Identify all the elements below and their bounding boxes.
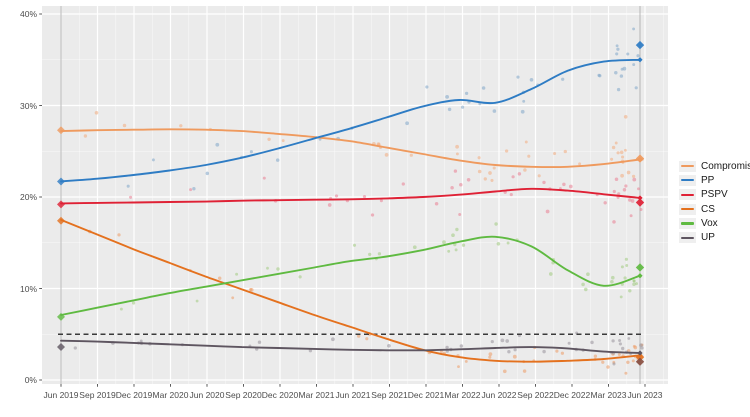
legend-entry-pspv: PSPV: [679, 189, 750, 201]
y-tick-label-40: 40%: [19, 9, 37, 19]
legend-line-icon: [681, 179, 694, 182]
legend-entry-pp: PP: [679, 174, 750, 186]
legend-label: Vox: [701, 218, 718, 230]
legend-swatch-cs: [679, 203, 696, 215]
result-2019-marker-vox: [57, 312, 65, 321]
result-2019-marker-pspv: [57, 200, 65, 209]
result-2023-marker-pspv: [635, 198, 645, 207]
trend-line-pspv: [60, 187, 641, 205]
legend-entry-compromis: Compromis: [679, 160, 750, 172]
legend-label: UP: [701, 232, 715, 244]
line-end-marker-up: [637, 350, 643, 356]
line-end-marker-pp: [637, 57, 643, 63]
x-tick-label-16: Jun 2023: [627, 390, 663, 400]
x-tick-label-4: Jun 2020: [189, 390, 225, 400]
axis-ticks: [39, 13, 646, 387]
result-2019-marker-cs: [57, 216, 65, 225]
y-tick-label-30: 30%: [19, 100, 37, 111]
line-end-marker-vox: [637, 273, 643, 279]
x-tick-label-13: Sep 2022: [517, 390, 554, 400]
gridlines: [42, 6, 668, 384]
trend-line-cs: [60, 218, 641, 363]
x-tick-label-3: Mar 2020: [152, 390, 189, 400]
legend-line-icon: [681, 208, 694, 211]
legend-label: Compromis: [701, 160, 750, 172]
result-2019-marker-compromis: [57, 126, 65, 135]
legend-swatch-pp: [679, 174, 696, 186]
x-tick-label-12: Jun 2022: [481, 390, 517, 400]
line-end-marker-pspv: [637, 195, 643, 201]
result-2023-marker-vox: [635, 263, 645, 272]
legend-line-icon: [681, 222, 694, 225]
trend-line-pp: [60, 58, 641, 183]
legend-swatch-pspv: [679, 189, 696, 201]
legend-label: CS: [701, 203, 715, 215]
x-tick-label-5: Sep 2020: [225, 390, 262, 400]
legend: Compromis PP PSPV CS Vox UP: [679, 160, 750, 246]
x-tick-label-9: Sep 2021: [371, 390, 408, 400]
y-tick-label-20: 20%: [19, 192, 37, 202]
trend-line-compromis: [60, 128, 641, 169]
result-2023-marker-compromis: [635, 154, 645, 163]
x-tick-label-0: Jun 2019: [43, 390, 79, 400]
legend-swatch-up: [679, 232, 696, 244]
result-2019-marker-up: [57, 343, 65, 352]
y-tick-label-10: 10%: [19, 283, 37, 294]
legend-line-icon: [681, 193, 694, 196]
poll-dots-compromis: [83, 110, 644, 182]
trend-line-vox: [60, 235, 641, 316]
x-tick-label-14: Dec 2022: [553, 390, 591, 400]
legend-line-icon: [681, 236, 694, 240]
legend-line-icon: [681, 164, 694, 168]
legend-swatch-vox: [679, 218, 696, 230]
legend-entry-vox: Vox: [679, 218, 750, 230]
x-tick-label-7: Mar 2021: [298, 390, 335, 400]
legend-swatch-compromis: [679, 160, 696, 172]
legend-entry-up: UP: [679, 232, 750, 244]
x-tick-label-10: Dec 2021: [407, 390, 445, 400]
legend-entry-cs: CS: [679, 203, 750, 215]
x-tick-label-2: Dec 2019: [115, 390, 153, 400]
x-tick-label-15: Mar 2023: [590, 390, 627, 400]
x-tick-label-1: Sep 2019: [79, 390, 116, 400]
legend-label: PSPV: [701, 189, 728, 201]
x-tick-label-11: Mar 2022: [444, 390, 481, 400]
trend-line-up: [60, 339, 641, 354]
y-tick-label-0: 0%: [24, 375, 37, 385]
x-tick-label-8: Jun 2021: [335, 390, 371, 400]
x-tick-label-6: Dec 2020: [261, 390, 299, 400]
result-2023-marker-pp: [635, 40, 645, 50]
legend-label: PP: [701, 174, 715, 186]
result-2019-marker-pp: [57, 177, 65, 186]
plot-panel: [42, 6, 668, 384]
result-2023-marker-cs: [635, 352, 645, 362]
result-2023-marker-up: [635, 357, 645, 366]
